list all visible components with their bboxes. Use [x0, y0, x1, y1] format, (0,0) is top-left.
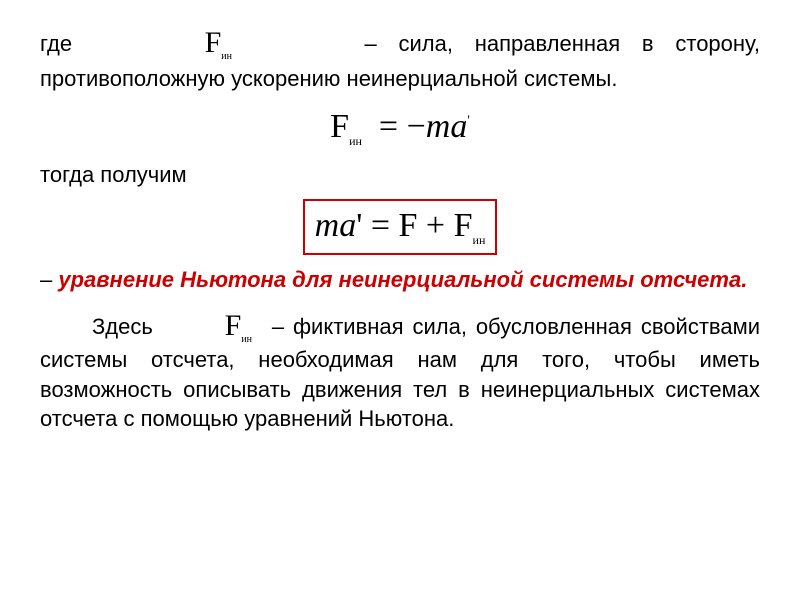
symbol-F-in-1: Fин	[203, 28, 234, 62]
definition-text: уравнение Ньютона для неинерциальной сис…	[58, 267, 747, 292]
intro-line-1: где Fин – сила, направленная в сторону,	[40, 28, 760, 62]
intro-line-2: противоположную ускорению неинерциальной…	[40, 64, 760, 94]
explanation-lead: Здесь	[92, 314, 153, 339]
explanation-para: Здесь Fин – фиктивная сила, обусловленна…	[40, 311, 760, 434]
spacer	[40, 301, 760, 311]
definition-prefix: –	[40, 267, 58, 292]
formula1-sub: ин	[349, 133, 362, 147]
formula2-sub: ин	[473, 233, 486, 247]
formula-box: ma' = F + Fин	[303, 199, 498, 255]
symbol-F-in-2: Fин	[171, 311, 254, 345]
intro-rest-1: – сила, направленная в сторону,	[365, 31, 760, 56]
definition-para: – уравнение Ньютона для неинерциальной с…	[40, 265, 760, 295]
formula-newton-noninertial: ma' = F + Fин	[40, 199, 760, 255]
intro-where: где	[40, 31, 72, 56]
then-we-get: тогда получим	[40, 160, 760, 190]
formula-inertial-force: Fин = −ma'	[40, 104, 760, 150]
